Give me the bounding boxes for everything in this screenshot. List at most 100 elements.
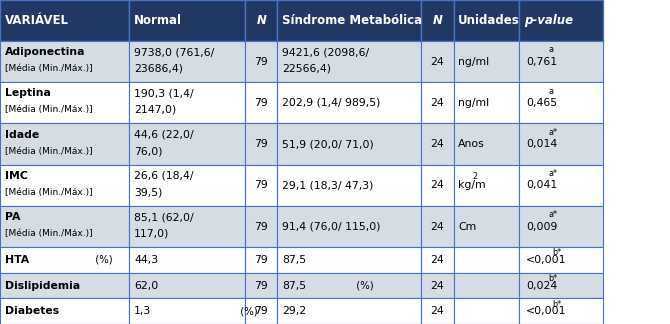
Text: 0,009: 0,009 [526,222,557,232]
Text: 51,9 (20,0/ 71,0): 51,9 (20,0/ 71,0) [282,139,374,149]
Text: Dislipidemia: Dislipidemia [5,281,80,291]
Bar [129,298,245,324]
Text: [Média (Min./Máx.)]: [Média (Min./Máx.)] [5,229,92,238]
Text: (%): (%) [92,255,113,265]
Text: 24: 24 [431,306,444,316]
Text: VARIÁVEL: VARIÁVEL [5,14,69,27]
Text: <0,001: <0,001 [526,306,566,316]
Text: ng/ml: ng/ml [458,56,489,66]
Text: 87,5: 87,5 [282,281,306,291]
Text: N: N [433,14,442,27]
Text: 39,5): 39,5) [134,187,162,197]
Bar [519,206,603,247]
Text: 24: 24 [431,281,444,291]
Bar [421,247,454,273]
Bar [129,41,245,82]
Bar [277,298,421,324]
Bar [129,206,245,247]
Text: Diabetes: Diabetes [5,306,59,316]
Text: 79: 79 [255,98,268,108]
Text: 29,2: 29,2 [282,306,306,316]
Bar [454,165,519,206]
Text: 85,1 (62,0/: 85,1 (62,0/ [134,212,194,222]
Text: 0,041: 0,041 [526,180,557,190]
Text: 79: 79 [255,56,268,66]
Text: 79: 79 [255,139,268,149]
Bar [277,41,421,82]
Text: Adiponectina: Adiponectina [5,47,85,57]
Bar [454,123,519,165]
Bar [519,247,603,273]
Text: 79: 79 [255,306,268,316]
Text: 79: 79 [255,222,268,232]
Bar [245,165,277,206]
Text: N: N [257,14,266,27]
Bar [454,206,519,247]
Text: 24: 24 [431,180,444,190]
Text: 9421,6 (2098,6/: 9421,6 (2098,6/ [282,47,369,57]
Bar [421,206,454,247]
Text: Síndrome Metabólica: Síndrome Metabólica [282,14,422,27]
Text: 91,4 (76,0/ 115,0): 91,4 (76,0/ 115,0) [282,222,381,232]
Text: 0,014: 0,014 [526,139,557,149]
Bar [277,82,421,123]
Text: <0,001: <0,001 [526,255,566,265]
Text: [Média (Min./Máx.)]: [Média (Min./Máx.)] [5,188,92,197]
Bar [245,273,277,298]
Bar [0,298,129,324]
Text: Idade: Idade [5,130,39,140]
Text: [Média (Min./Máx.)]: [Média (Min./Máx.)] [5,105,92,114]
Text: 2147,0): 2147,0) [134,105,176,115]
Text: Normal: Normal [134,14,182,27]
Bar [129,247,245,273]
Text: 76,0): 76,0) [134,146,163,156]
Bar [454,0,519,41]
Bar [129,165,245,206]
Bar [519,165,603,206]
Bar [245,123,277,165]
Text: PA: PA [5,212,20,222]
Bar [0,206,129,247]
Text: (%): (%) [237,306,257,316]
Bar [421,165,454,206]
Text: Anos: Anos [458,139,485,149]
Bar [277,0,421,41]
Bar [421,82,454,123]
Text: kg/m: kg/m [458,180,486,190]
Text: 117,0): 117,0) [134,228,170,238]
Bar [454,247,519,273]
Text: a*: a* [548,128,557,137]
Text: 79: 79 [255,180,268,190]
Text: a*: a* [548,211,557,219]
Bar [421,41,454,82]
Bar [421,0,454,41]
Bar [519,41,603,82]
Bar [0,273,129,298]
Text: b*: b* [552,248,561,257]
Bar [245,41,277,82]
Bar [519,0,603,41]
Text: 22566,4): 22566,4) [282,64,331,74]
Text: 1,3: 1,3 [134,306,151,316]
Bar [454,82,519,123]
Text: 23686,4): 23686,4) [134,64,183,74]
Bar [0,0,129,41]
Text: Unidades: Unidades [458,14,520,27]
Bar [245,206,277,247]
Text: [Média (Min./Máx.)]: [Média (Min./Máx.)] [5,64,92,73]
Bar [0,82,129,123]
Text: 0,024: 0,024 [526,281,557,291]
Bar [519,123,603,165]
Bar [129,82,245,123]
Text: 62,0: 62,0 [134,281,158,291]
Text: (%): (%) [353,281,374,291]
Text: 190,3 (1,4/: 190,3 (1,4/ [134,88,194,98]
Text: 202,9 (1,4/ 989,5): 202,9 (1,4/ 989,5) [282,98,381,108]
Bar [519,82,603,123]
Text: a*: a* [548,169,557,178]
Text: a: a [548,45,553,54]
Bar [277,206,421,247]
Text: 24: 24 [431,255,444,265]
Text: b*: b* [548,274,557,283]
Text: 79: 79 [255,255,268,265]
